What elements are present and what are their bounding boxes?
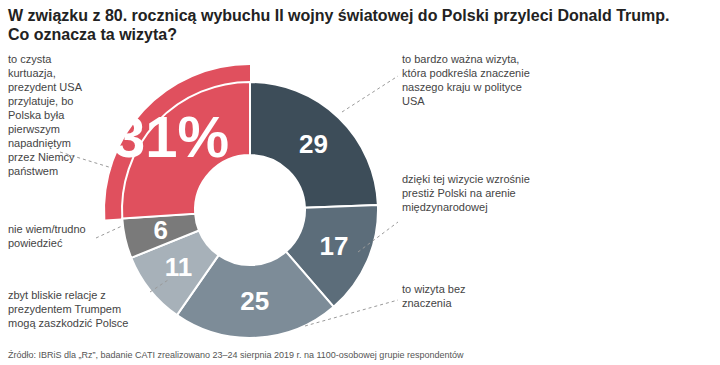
html-text:Źródło: IBRiS dla „Rz”, badani: Źródło: IBRiS dla „Rz”, badanie CATI zre… [8, 350, 464, 360]
html-text:W związku z 80. rocznicą wybuc: W związku z 80. rocznicą wybuchu II wojn… [8, 7, 670, 24]
svg-text:31%: 31% [113, 104, 229, 169]
html-text:to bardzo ważna wizyta, która: to bardzo ważna wizyta, która podkreśla … [402, 53, 530, 107]
html-text:Co oznacza ta wizyta?: Co oznacza ta wizyta? [8, 26, 177, 43]
svg-text:25: 25 [240, 286, 269, 316]
svg-text:29: 29 [299, 129, 328, 159]
svg-text:11: 11 [165, 252, 193, 282]
html-text:zbyt bliskie relacje z prezyde: zbyt bliskie relacje z prezydentem Trump… [8, 289, 129, 329]
svg-text:6: 6 [154, 215, 168, 245]
html-text:to czysta kurtuazja, prezydent: to czysta kurtuazja, prezydent USA przyl… [8, 53, 82, 177]
html-text:dzięki tej wizycie wzrośnie pr: dzięki tej wizycie wzrośnie prestiż Pols… [402, 173, 530, 213]
html-text:nie wiem/trudno powiedzieć: nie wiem/trudno powiedzieć [8, 223, 86, 249]
html-text:to wizyta bez znaczenia: to wizyta bez znaczenia [402, 283, 466, 309]
svg-text:17: 17 [319, 231, 348, 261]
